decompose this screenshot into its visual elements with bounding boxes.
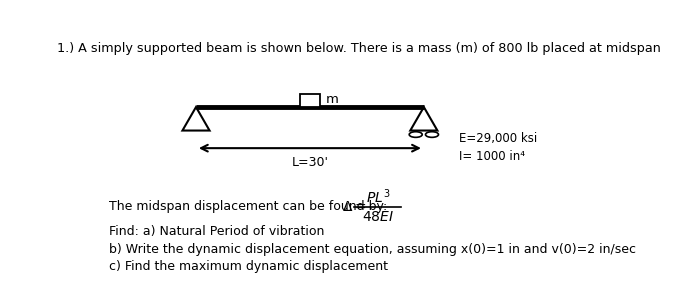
Circle shape: [426, 132, 438, 137]
Text: Find: a) Natural Period of vibration: Find: a) Natural Period of vibration: [109, 225, 325, 239]
Text: L=30': L=30': [291, 156, 328, 169]
Bar: [300, 94, 320, 107]
Text: 1.) A simply supported beam is shown below. There is a mass (m) of 800 lb placed: 1.) A simply supported beam is shown bel…: [57, 42, 661, 56]
Text: $48EI$: $48EI$: [362, 210, 394, 224]
Polygon shape: [410, 107, 438, 131]
Text: b) Write the dynamic displacement equation, assuming x(0)=1 in and v(0)=2 in/sec: b) Write the dynamic displacement equati…: [109, 243, 636, 256]
Polygon shape: [183, 107, 209, 131]
Circle shape: [410, 132, 422, 137]
Text: $PL^3$: $PL^3$: [365, 188, 390, 206]
Text: E=29,000 ksi: E=29,000 ksi: [459, 132, 538, 145]
Text: m: m: [326, 93, 339, 106]
Text: c) Find the maximum dynamic displacement: c) Find the maximum dynamic displacement: [109, 260, 388, 273]
Text: The midspan displacement can be found by:: The midspan displacement can be found by…: [109, 200, 388, 214]
Text: I= 1000 in⁴: I= 1000 in⁴: [459, 150, 525, 163]
Text: $\Delta=$: $\Delta=$: [342, 200, 367, 214]
